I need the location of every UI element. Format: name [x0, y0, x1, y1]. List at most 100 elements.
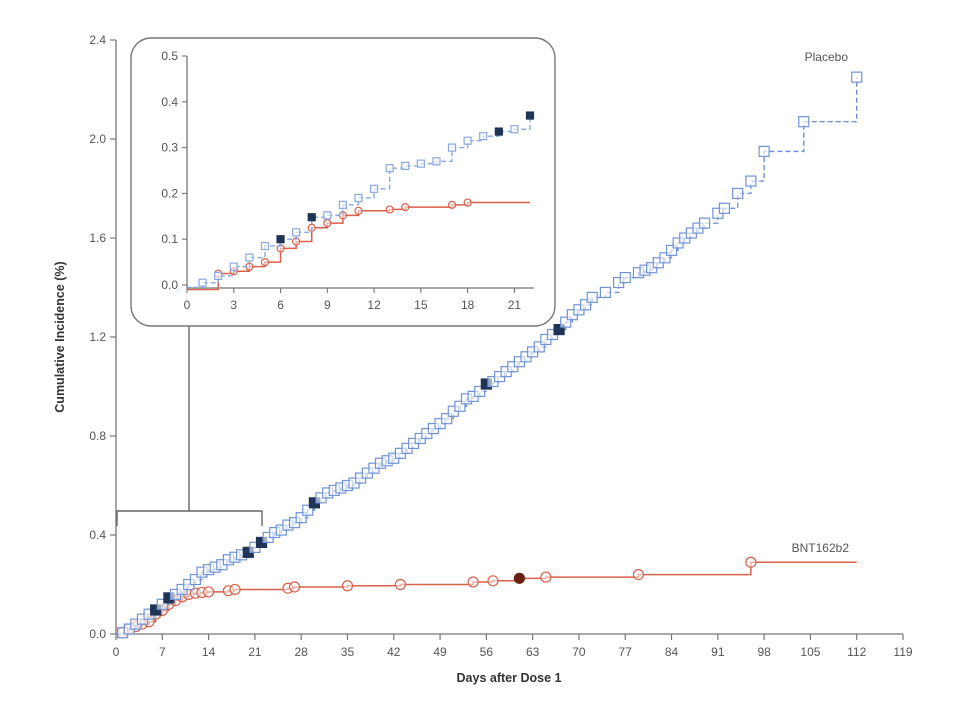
inset-y-tick-label: 0.1	[161, 232, 178, 246]
placebo-square-marker	[586, 291, 598, 303]
x-tick-label: 14	[202, 645, 216, 659]
x-tick-label: 21	[248, 645, 262, 659]
inset-x-tick-label: 21	[508, 298, 522, 312]
placebo-square-marker	[432, 157, 441, 166]
placebo-square-marker	[447, 143, 457, 152]
placebo-square-marker	[260, 241, 270, 251]
placebo-square-marker	[579, 299, 592, 311]
placebo-square-marker	[510, 125, 519, 134]
placebo-square-marker	[454, 400, 466, 412]
vaccine-circle-marker	[229, 583, 241, 596]
y-tick-label: 1.6	[89, 231, 106, 245]
placebo-square-marker	[463, 136, 472, 145]
inset-x-tick-label: 18	[461, 298, 475, 312]
placebo-square-marker	[385, 164, 394, 173]
inset-x-tick-label: 12	[367, 298, 381, 312]
placebo-square-marker	[560, 316, 572, 328]
inset-y-tick-label: 0.4	[161, 95, 178, 109]
vaccine-circle-marker	[354, 206, 363, 215]
x-tick-label: 98	[757, 645, 771, 659]
placebo-square-marker	[198, 278, 207, 287]
x-tick-label: 35	[341, 645, 355, 659]
y-tick-label: 0.0	[89, 627, 106, 641]
inset-x-tick-label: 3	[230, 298, 237, 312]
y-axis-title: Cumulative Incidence (%)	[53, 261, 67, 412]
placebo-square-marker	[479, 132, 488, 141]
placebo-square-marker	[156, 598, 168, 610]
y-tick-label: 0.8	[89, 429, 106, 443]
main-axes: 0 7 14 21 28 35 42 49 56 63 70 77 84 91 98 105 112 119 0.…	[89, 33, 913, 659]
x-tick-label: 119	[893, 645, 912, 659]
placebo-square-marker	[354, 193, 363, 203]
placebo-square-marker	[189, 573, 201, 586]
inset-chart: 0 3 6 9 12 15 18 21 0.0 0.1 0.2 0.3 0.4 0.5	[130, 37, 556, 327]
inset-x-tick-label: 9	[324, 298, 331, 312]
placebo-square-marker	[416, 159, 425, 168]
placebo-filled-square-marker	[276, 235, 285, 244]
placebo-square-marker	[302, 504, 314, 516]
placebo-square-marker	[665, 244, 678, 256]
bracket-horizontal	[116, 510, 263, 526]
inset-x-tick-label: 0	[184, 298, 191, 312]
vaccine-circle-marker	[467, 576, 479, 588]
x-tick-label: 56	[480, 645, 494, 659]
x-tick-label: 112	[847, 645, 866, 659]
inset-x-tick-label: 6	[277, 298, 284, 312]
placebo-square-marker	[659, 252, 671, 264]
y-tick-label: 1.2	[89, 330, 106, 344]
vaccine-circle-marker	[202, 586, 215, 598]
vaccine-circle-marker	[385, 205, 394, 214]
inset-series-placebo	[198, 111, 535, 287]
placebo-square-marker	[214, 271, 223, 280]
x-axis-title: Days after Dose 1	[457, 671, 562, 685]
vaccine-circle-marker	[394, 578, 406, 591]
placebo-square-marker	[732, 187, 744, 200]
vaccine-circle-marker	[745, 556, 757, 568]
placebo-square-marker	[369, 184, 379, 193]
placebo-square-marker	[745, 175, 757, 187]
vaccine-circle-marker	[341, 580, 354, 592]
x-tick-label: 63	[526, 645, 540, 659]
x-tick-label: 7	[159, 645, 166, 659]
vaccine-circle-marker	[487, 575, 499, 587]
x-tick-label: 42	[387, 645, 401, 659]
inset-x-ticks: 0 3 6 9 12 15 18 21	[184, 288, 522, 312]
placebo-square-marker	[229, 262, 238, 271]
placebo-filled-square-marker	[494, 127, 503, 136]
x-tick-label: 77	[619, 645, 633, 659]
placebo-square-marker	[245, 253, 254, 262]
inset-zoom-bracket	[116, 326, 263, 526]
placebo-square-marker	[323, 211, 332, 220]
vaccine-circle-marker	[632, 568, 645, 581]
vaccine-circle-marker	[540, 571, 552, 583]
placebo-square-marker	[718, 202, 731, 214]
x-tick-label: 28	[294, 645, 308, 659]
placebo-filled-square-marker	[553, 323, 565, 336]
series-label-bnt162b2: BNT162b2	[792, 541, 850, 555]
x-tick-label: 91	[711, 645, 725, 659]
vaccine-circle-marker	[463, 198, 472, 207]
y-tick-label: 2.4	[89, 33, 106, 47]
x-tick-label: 105	[800, 645, 820, 659]
placebo-square-marker	[798, 116, 810, 128]
inset-y-tick-label: 0.3	[161, 141, 178, 155]
inset-y-tick-label: 0.2	[161, 186, 178, 200]
inset-series	[187, 111, 535, 291]
y-tick-label: 0.4	[89, 528, 106, 542]
inset-y-ticks: 0.0 0.1 0.2 0.3 0.4 0.5	[161, 49, 187, 292]
x-tick-label: 70	[572, 645, 586, 659]
inset-x-tick-label: 15	[414, 298, 428, 312]
x-tick-label: 84	[665, 645, 679, 659]
vaccine-circle-marker	[401, 203, 410, 212]
placebo-square-marker	[292, 228, 301, 237]
vaccine-circle-marker	[260, 258, 270, 267]
vaccine-filled-circle-marker	[513, 572, 526, 584]
placebo-square-marker	[851, 71, 863, 83]
placebo-square-marker	[295, 512, 307, 524]
series-label-placebo: Placebo	[805, 50, 849, 64]
vaccine-circle-marker	[447, 200, 457, 209]
placebo-filled-square-marker	[150, 604, 162, 616]
inset-placebo-baseline	[187, 282, 204, 288]
main-series-placebo	[116, 71, 863, 639]
